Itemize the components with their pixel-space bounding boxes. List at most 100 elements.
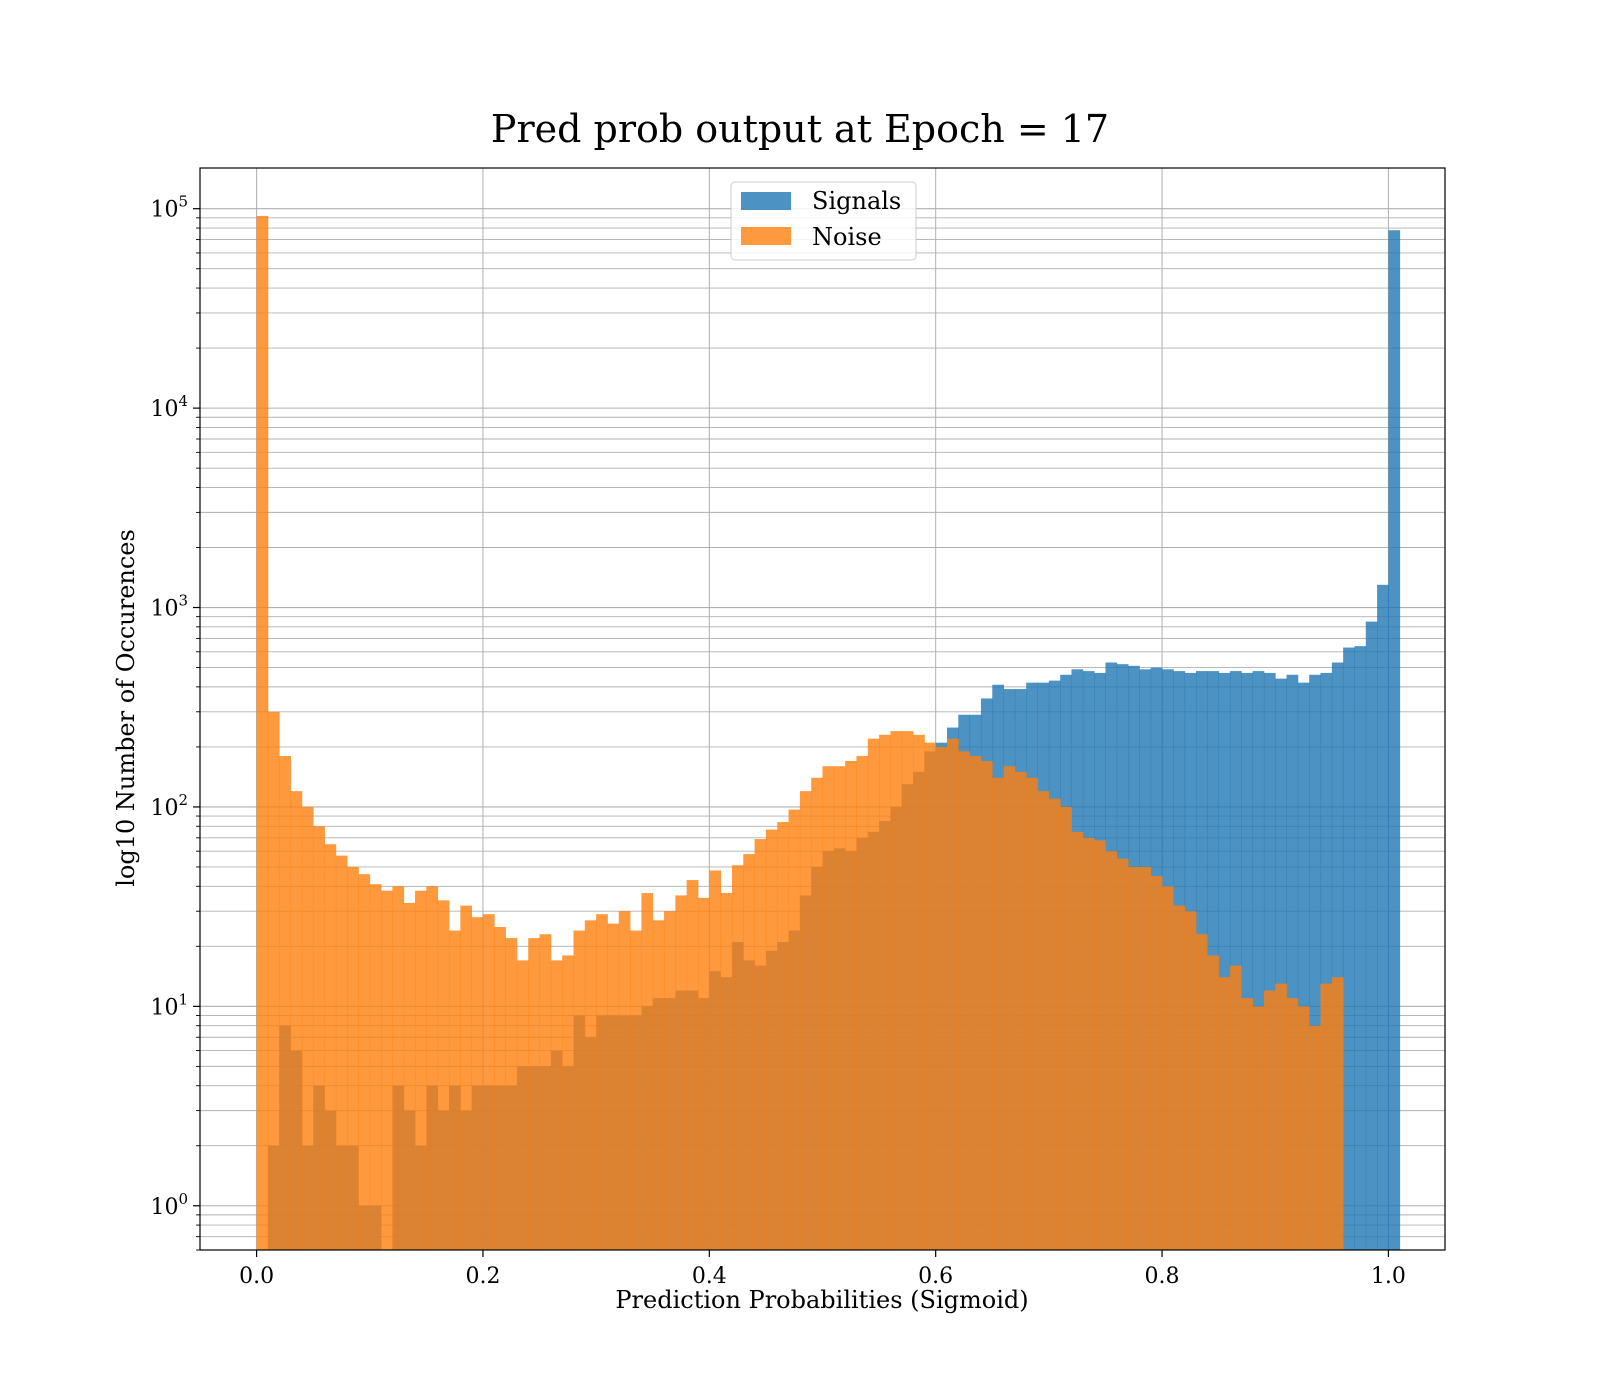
noise-bar <box>845 760 857 1250</box>
noise-bar <box>1297 1006 1310 1250</box>
noise-bar <box>901 731 914 1250</box>
noise-bar <box>630 930 642 1250</box>
noise-bar <box>1048 798 1061 1250</box>
noise-bar <box>1229 965 1242 1250</box>
noise-bar <box>980 760 993 1250</box>
noise-bar <box>415 890 427 1250</box>
noise-bar <box>969 756 982 1250</box>
noise-bar <box>1128 866 1140 1250</box>
noise-bar <box>471 917 484 1250</box>
noise-bar <box>256 215 269 1251</box>
noise-bar <box>516 960 529 1250</box>
noise-bar <box>709 870 722 1250</box>
noise-bar <box>652 920 665 1250</box>
signals-bar <box>1320 672 1333 1250</box>
noise-bar <box>358 874 371 1250</box>
y-tick-label: 100 <box>150 1190 188 1220</box>
noise-bar <box>1071 831 1084 1250</box>
noise-bar <box>913 734 925 1250</box>
signals-bar <box>1297 682 1310 1250</box>
noise-bar <box>1026 777 1038 1250</box>
noise-bar <box>460 905 473 1250</box>
signals-bar <box>1241 672 1253 1250</box>
noise-bar <box>482 914 495 1250</box>
y-tick-label: 104 <box>150 392 188 422</box>
legend-swatch-noise <box>741 227 791 245</box>
noise-bar <box>335 855 348 1250</box>
signals-bar <box>1229 671 1242 1250</box>
legend-label-signals: Signals <box>812 187 901 215</box>
noise-bar <box>1173 905 1186 1250</box>
noise-bar <box>505 938 518 1250</box>
noise-bar <box>1150 876 1163 1250</box>
noise-bar <box>1094 840 1106 1250</box>
noise-bar <box>947 738 959 1250</box>
noise-bar <box>1116 858 1129 1250</box>
noise-bar <box>811 777 823 1250</box>
noise-bar <box>449 930 461 1250</box>
signals-bar <box>1331 662 1344 1250</box>
noise-bar <box>369 884 382 1250</box>
noise-bar <box>403 902 416 1250</box>
noise-bar <box>1162 886 1174 1250</box>
legend-swatch-signals <box>741 192 791 210</box>
noise-bar <box>290 791 303 1250</box>
noise-bar <box>324 844 337 1250</box>
noise-bar <box>1037 791 1050 1250</box>
noise-bar <box>833 766 846 1250</box>
noise-bar <box>1139 866 1152 1250</box>
x-tick-label: 0.8 <box>1145 1264 1180 1289</box>
noise-bar <box>494 926 506 1250</box>
noise-bar <box>596 914 608 1250</box>
noise-bar <box>686 880 699 1250</box>
noise-bar <box>754 839 767 1250</box>
noise-bar <box>267 711 280 1250</box>
signals-bar <box>1263 672 1276 1250</box>
legend: Signals Noise <box>730 181 917 261</box>
noise-bar <box>347 866 359 1250</box>
signals-bar <box>1286 674 1299 1250</box>
y-tick-label: 102 <box>150 791 188 821</box>
noise-bar <box>1014 771 1027 1250</box>
noise-bar <box>392 886 405 1250</box>
legend-label-noise: Noise <box>812 223 882 251</box>
y-axis-ticks: 100 101 102 103 104 105 <box>150 193 200 1251</box>
noise-bar <box>1320 983 1333 1250</box>
noise-bar <box>765 829 778 1250</box>
noise-bar <box>426 886 439 1250</box>
noise-bar <box>1263 990 1276 1250</box>
x-tick-label: 0.0 <box>239 1264 274 1289</box>
noise-bar <box>313 826 325 1250</box>
signals-bar <box>1365 621 1378 1250</box>
x-tick-label: 0.6 <box>918 1264 953 1289</box>
signals-bar <box>1309 674 1321 1250</box>
chart-title: Pred prob output at Epoch = 17 <box>491 107 1109 151</box>
noise-bar <box>562 955 574 1250</box>
noise-bar <box>856 756 869 1250</box>
noise-bar <box>437 900 450 1250</box>
y-tick-label: 101 <box>150 990 188 1020</box>
noise-bar <box>720 893 733 1250</box>
noise-bar <box>992 777 1004 1250</box>
noise-bar <box>1218 977 1231 1250</box>
noise-bar <box>641 893 654 1250</box>
noise-bar <box>279 756 291 1250</box>
signals-bar <box>1388 230 1401 1250</box>
noise-bar <box>573 930 586 1250</box>
noise-bar <box>890 731 903 1250</box>
noise-bar <box>1082 837 1095 1250</box>
noise-bar <box>1286 998 1299 1250</box>
y-tick-label: 105 <box>150 193 188 223</box>
noise-bar <box>1105 851 1118 1250</box>
x-tick-label: 0.4 <box>692 1264 727 1289</box>
noise-bar <box>664 911 676 1250</box>
noise-bar <box>743 854 755 1250</box>
noise-bar <box>731 865 744 1250</box>
noise-bar <box>935 746 948 1250</box>
noise-bar <box>1003 766 1016 1250</box>
noise-bar <box>607 923 620 1250</box>
plot-frame <box>199 167 1446 1251</box>
signals-bar <box>1252 671 1265 1250</box>
noise-bar <box>958 751 971 1250</box>
